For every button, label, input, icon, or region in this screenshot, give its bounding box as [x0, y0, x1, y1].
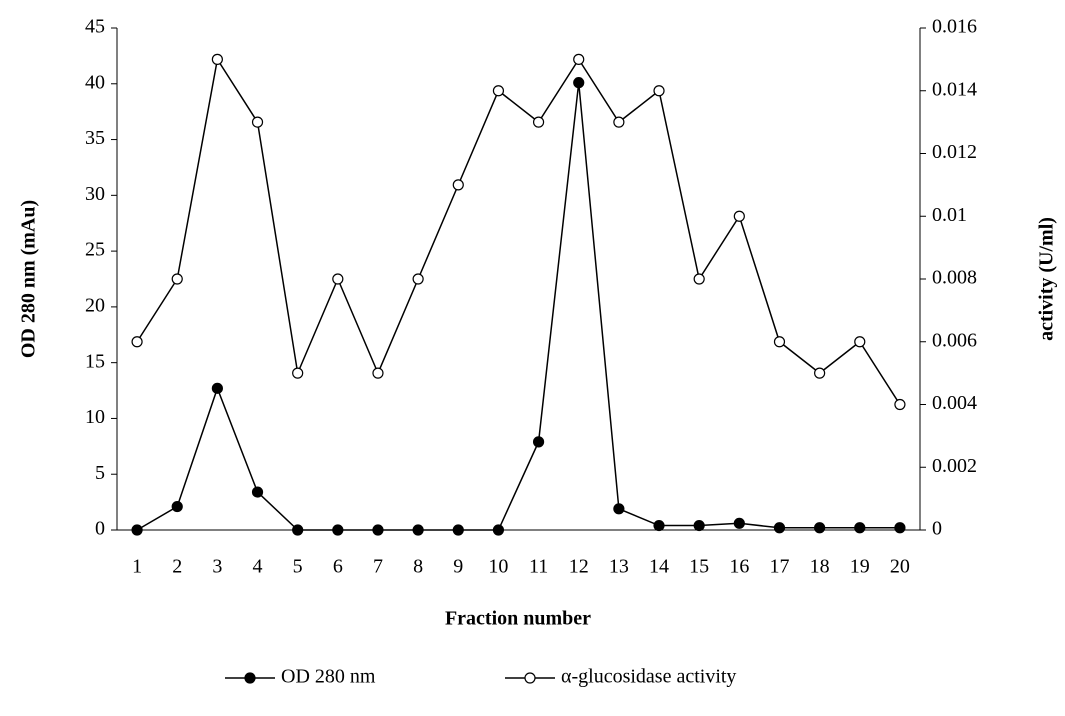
data-point — [333, 525, 343, 535]
x-tick-label: 9 — [453, 556, 463, 578]
data-point — [413, 525, 423, 535]
y-tick-label: 35 — [85, 127, 105, 149]
data-point — [614, 117, 624, 127]
x-tick-label: 7 — [373, 556, 383, 578]
x-tick-label: 8 — [413, 556, 423, 578]
y2-tick-label: 0.008 — [932, 267, 977, 289]
x-tick-label: 15 — [689, 556, 709, 578]
data-point — [534, 117, 544, 127]
data-point — [333, 274, 343, 284]
legend-marker — [245, 673, 255, 683]
y-tick-label: 45 — [85, 16, 105, 38]
data-point — [212, 54, 222, 64]
data-point — [694, 521, 704, 531]
data-point — [694, 274, 704, 284]
x-axis-title: Fraction number — [445, 608, 591, 630]
data-point — [172, 274, 182, 284]
y2-tick-label: 0.01 — [932, 204, 967, 226]
legend-marker — [525, 673, 535, 683]
x-tick-label: 10 — [488, 556, 508, 578]
data-point — [855, 523, 865, 533]
data-point — [413, 274, 423, 284]
legend-label: OD 280 nm — [281, 666, 376, 688]
data-point — [895, 523, 905, 533]
x-tick-label: 13 — [609, 556, 629, 578]
y-tick-label: 25 — [85, 239, 105, 261]
data-point — [172, 502, 182, 512]
y-tick-label: 40 — [85, 71, 105, 93]
x-tick-label: 2 — [172, 556, 182, 578]
y-tick-label: 0 — [95, 518, 105, 540]
data-point — [574, 54, 584, 64]
data-point — [253, 117, 263, 127]
x-tick-label: 16 — [729, 556, 749, 578]
data-point — [815, 523, 825, 533]
data-point — [293, 525, 303, 535]
y2-tick-label: 0.004 — [932, 392, 977, 414]
data-point — [574, 78, 584, 88]
y2-tick-label: 0.014 — [932, 78, 977, 100]
x-tick-label: 11 — [529, 556, 548, 578]
y2-tick-label: 0.012 — [932, 141, 977, 163]
series-line — [137, 59, 900, 404]
data-point — [895, 400, 905, 410]
x-tick-label: 3 — [212, 556, 222, 578]
y2-tick-label: 0.016 — [932, 16, 977, 38]
data-point — [654, 521, 664, 531]
y2-tick-label: 0.002 — [932, 455, 977, 477]
data-point — [373, 525, 383, 535]
data-point — [493, 86, 503, 96]
x-tick-label: 14 — [649, 556, 669, 578]
x-tick-label: 20 — [890, 556, 910, 578]
data-point — [734, 211, 744, 221]
data-point — [453, 180, 463, 190]
x-tick-label: 18 — [810, 556, 830, 578]
x-tick-label: 1 — [132, 556, 142, 578]
data-point — [212, 383, 222, 393]
y-axis-title: OD 280 nm (mAu) — [18, 200, 40, 358]
data-point — [614, 504, 624, 514]
data-point — [534, 437, 544, 447]
data-point — [855, 337, 865, 347]
x-tick-label: 5 — [293, 556, 303, 578]
x-tick-label: 12 — [569, 556, 589, 578]
data-point — [654, 86, 664, 96]
y2-tick-label: 0 — [932, 518, 942, 540]
y2-tick-label: 0.006 — [932, 329, 977, 351]
data-point — [253, 487, 263, 497]
y-tick-label: 10 — [85, 406, 105, 428]
x-tick-label: 6 — [333, 556, 343, 578]
x-tick-label: 19 — [850, 556, 870, 578]
data-point — [132, 337, 142, 347]
chart: Fraction number OD 280 nm (mAu) activity… — [0, 0, 1065, 716]
data-point — [774, 337, 784, 347]
data-point — [293, 368, 303, 378]
data-point — [373, 368, 383, 378]
data-point — [774, 523, 784, 533]
data-point — [815, 368, 825, 378]
x-tick-label: 17 — [769, 556, 789, 578]
y-tick-label: 30 — [85, 183, 105, 205]
series-line — [137, 83, 900, 530]
data-point — [734, 518, 744, 528]
y-tick-label: 15 — [85, 350, 105, 372]
data-point — [453, 525, 463, 535]
x-tick-label: 4 — [253, 556, 263, 578]
legend-label: α-glucosidase activity — [561, 666, 736, 688]
y2-axis-title: activity (U/ml) — [1036, 217, 1058, 341]
data-point — [132, 525, 142, 535]
y-tick-label: 20 — [85, 294, 105, 316]
data-point — [493, 525, 503, 535]
y-tick-label: 5 — [95, 462, 105, 484]
